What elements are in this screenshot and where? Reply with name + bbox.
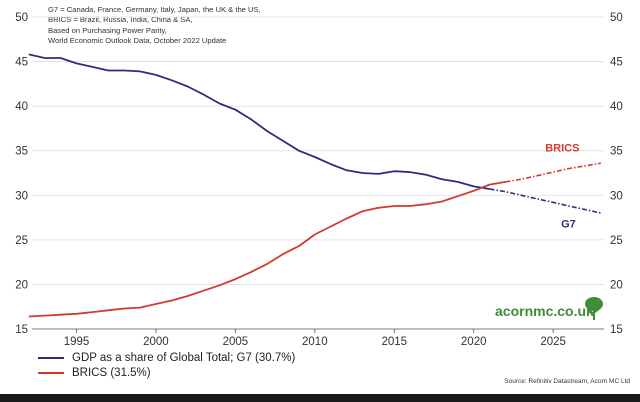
g7-annotation: G7 — [561, 218, 576, 230]
legend-swatch — [38, 371, 64, 374]
y-tick-label-left: 50 — [15, 12, 28, 24]
y-tick-label-right: 25 — [610, 235, 623, 247]
series-projection-brics — [505, 162, 601, 183]
series-projection-g7 — [489, 188, 601, 214]
legend-swatch — [38, 356, 64, 359]
y-tick-label-right: 35 — [610, 146, 623, 158]
series-line-g7 — [28, 53, 490, 190]
legend-item-brics: BRICS (31.5%) — [38, 365, 295, 380]
series-line-brics — [28, 181, 506, 318]
note-line: G7 = Canada, France, Germany, Italy, Jap… — [48, 5, 261, 14]
y-tick-label-left: 40 — [15, 101, 28, 113]
brics-annotation: BRICS — [545, 143, 579, 155]
y-tick-label-right: 50 — [610, 12, 623, 24]
y-tick-label-right: 40 — [610, 101, 623, 113]
y-tick-label-right: 45 — [610, 57, 623, 69]
x-tick-label: 2000 — [143, 336, 169, 348]
legend-label: BRICS (31.5%) — [72, 366, 151, 379]
y-tick-label-right: 30 — [610, 190, 623, 202]
note-line: Based on Purchasing Power Parity, — [48, 25, 167, 35]
y-tick-label-left: 30 — [15, 190, 28, 202]
legend-item-g7: GDP as a share of Global Total; G7 (30.7… — [38, 350, 295, 365]
legend-label: GDP as a share of Global Total; G7 (30.7… — [72, 351, 296, 364]
y-tick-label-left: 20 — [15, 279, 28, 291]
x-tick-label: 1995 — [64, 336, 90, 348]
tree-logo-icon — [585, 297, 603, 320]
x-tick-label: 2015 — [381, 336, 407, 348]
y-tick-label-right: 20 — [610, 279, 623, 291]
brand-logo-text: acornmc.co.uk — [495, 303, 594, 319]
note-line: World Economic Outlook Data, October 202… — [48, 36, 227, 46]
chart-legend: GDP as a share of Global Total; G7 (30.7… — [38, 350, 295, 380]
x-tick-label: 2025 — [540, 336, 566, 348]
y-tick-label-left: 35 — [15, 146, 28, 158]
x-tick-label: 2005 — [223, 336, 249, 348]
note-line: BRICS = Brazil, Russia, India, China & S… — [48, 15, 193, 25]
y-tick-label-left: 25 — [15, 235, 28, 247]
y-tick-label-right: 15 — [610, 324, 623, 336]
bottom-bar — [0, 394, 640, 402]
y-tick-label-left: 15 — [15, 324, 28, 336]
x-tick-label: 2010 — [302, 336, 328, 348]
source-note: Source: Refinitiv Datastream, Acorn MC L… — [504, 378, 630, 385]
chart-notes: G7 = Canada, France, Germany, Italy, Jap… — [48, 5, 261, 47]
x-tick-label: 2020 — [461, 336, 487, 348]
y-tick-label-left: 45 — [15, 57, 28, 69]
